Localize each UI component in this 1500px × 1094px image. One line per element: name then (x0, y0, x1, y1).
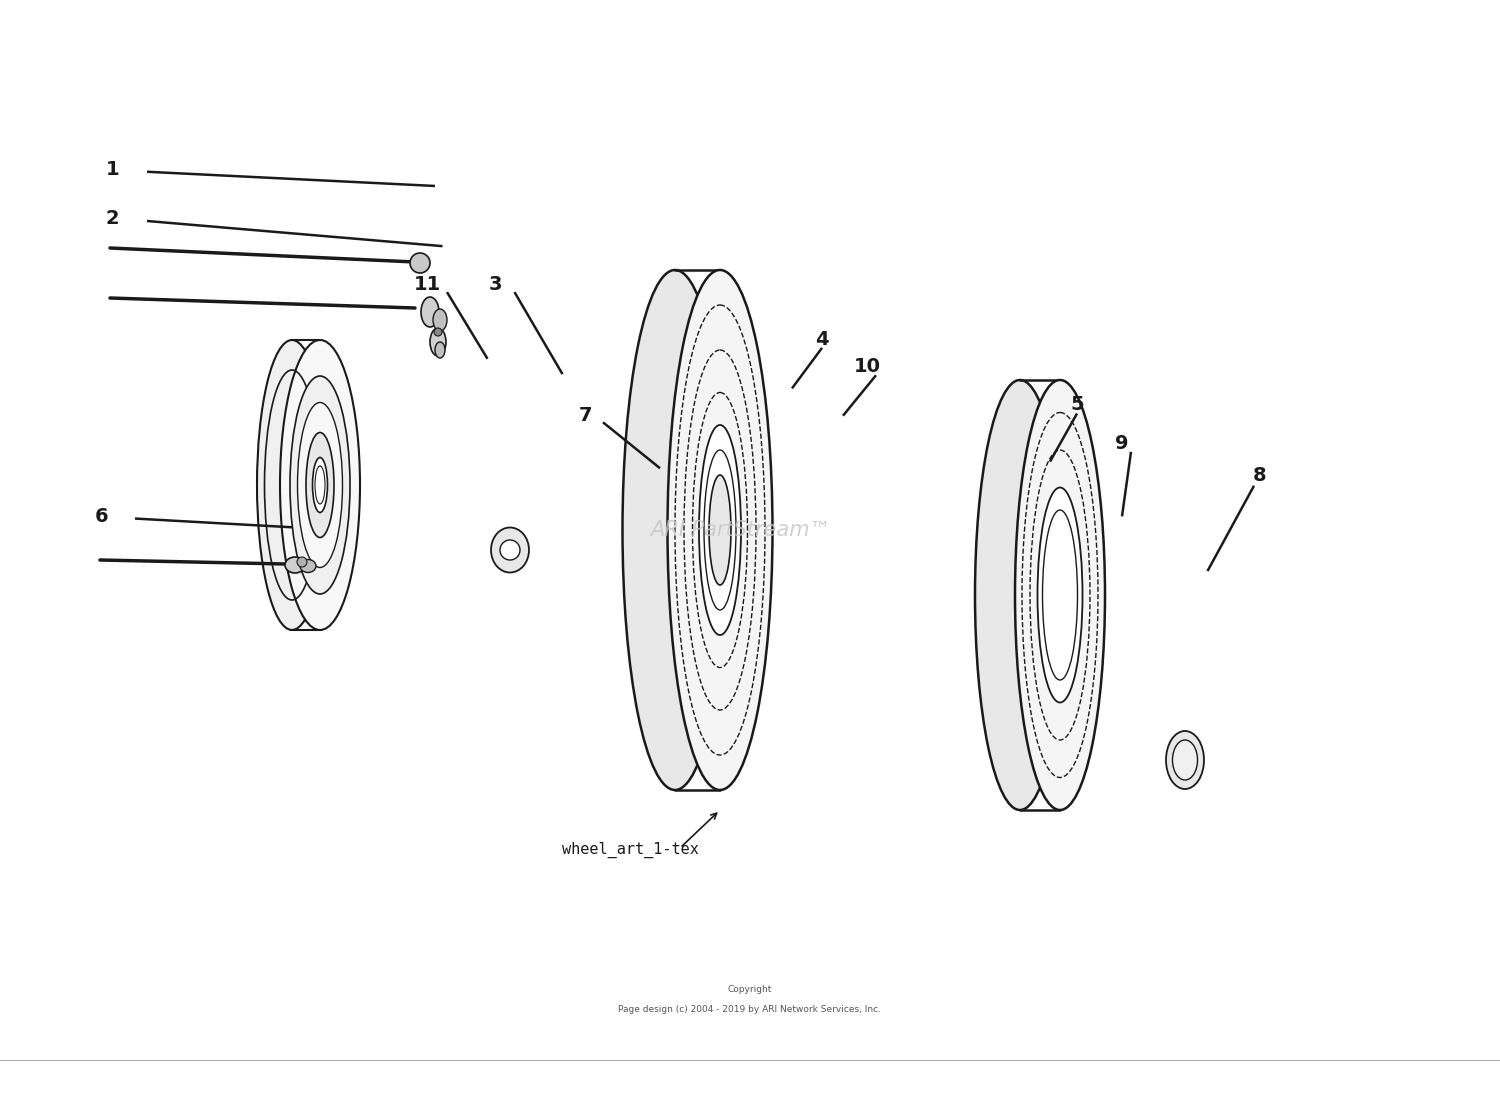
Ellipse shape (290, 376, 350, 594)
Ellipse shape (312, 457, 327, 512)
Ellipse shape (1173, 740, 1197, 780)
Ellipse shape (490, 527, 530, 572)
Text: 4: 4 (815, 329, 830, 349)
Text: Page design (c) 2004 - 2019 by ARI Network Services, Inc.: Page design (c) 2004 - 2019 by ARI Netwo… (618, 1005, 882, 1014)
Ellipse shape (285, 557, 304, 573)
Text: 10: 10 (853, 357, 880, 376)
Text: 2: 2 (105, 209, 120, 229)
Text: 8: 8 (1252, 466, 1268, 486)
Ellipse shape (1038, 488, 1083, 702)
Text: 6: 6 (94, 507, 110, 526)
Ellipse shape (422, 296, 440, 327)
Ellipse shape (668, 270, 772, 790)
Ellipse shape (1030, 450, 1090, 740)
Ellipse shape (710, 475, 730, 585)
Text: 1: 1 (105, 160, 120, 179)
Ellipse shape (256, 340, 327, 630)
Text: 5: 5 (1070, 395, 1084, 415)
Circle shape (433, 328, 442, 336)
Ellipse shape (699, 424, 741, 635)
Ellipse shape (693, 393, 747, 667)
Ellipse shape (1016, 380, 1106, 810)
Ellipse shape (297, 403, 342, 568)
Ellipse shape (1166, 731, 1204, 789)
Text: wheel_art_1-tex: wheel_art_1-tex (561, 842, 699, 858)
Ellipse shape (975, 380, 1065, 810)
Ellipse shape (684, 350, 756, 710)
Ellipse shape (435, 342, 445, 358)
Text: 3: 3 (489, 275, 501, 294)
Ellipse shape (297, 557, 307, 567)
Text: 7: 7 (579, 406, 591, 426)
Ellipse shape (430, 328, 445, 356)
Ellipse shape (433, 309, 447, 331)
Ellipse shape (1022, 412, 1098, 778)
Text: ARI PartStream™: ARI PartStream™ (650, 520, 831, 540)
Text: 9: 9 (1114, 433, 1128, 453)
Text: 11: 11 (414, 275, 441, 294)
Circle shape (500, 540, 520, 560)
Circle shape (410, 253, 430, 274)
Ellipse shape (675, 305, 765, 755)
Ellipse shape (280, 340, 360, 630)
Text: Copyright: Copyright (728, 986, 772, 994)
Ellipse shape (306, 432, 334, 537)
Ellipse shape (622, 270, 728, 790)
Ellipse shape (300, 559, 316, 572)
